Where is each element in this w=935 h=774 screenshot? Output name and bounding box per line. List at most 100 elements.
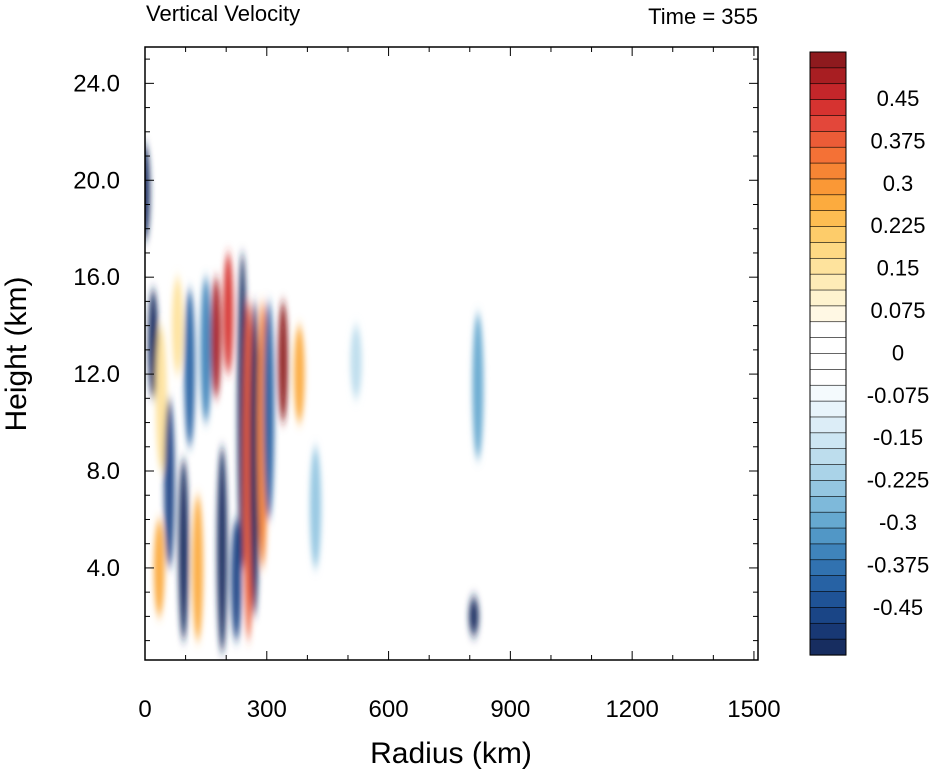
colorbar-swatch [809,511,847,529]
y-tick-label: 16.0 [73,264,120,291]
heatmap-feature [145,143,150,241]
colorbar-swatch [809,591,847,608]
y-tick-labels: 4.0 8.0 12.0 16.0 20.0 24.0 [73,70,120,582]
colorbar-swatch [809,369,847,386]
y-tick-label: 20.0 [73,167,120,194]
colorbar-label: 0.225 [870,213,925,238]
colorbar-label: 0.375 [870,128,925,153]
colorbar-swatch [809,305,847,323]
colorbar-swatch [809,146,847,164]
colorbar-swatch [809,496,847,513]
axis-ticks [144,47,758,660]
heatmap-feature [496,349,509,447]
heatmap-feature [249,301,260,617]
heatmap-feature [164,398,175,568]
time-label: Time = 355 [648,4,758,29]
heatmap-feature [293,325,305,423]
colorbar-swatch [809,337,847,355]
colorbar-swatch [809,464,847,482]
y-tick-label: 24.0 [73,70,120,97]
heatmap-feature [184,289,196,447]
heatmap-feature [192,495,204,641]
colorbar-swatch [809,416,847,434]
colorbar-swatch [809,99,847,117]
colorbar-label: -0.45 [873,595,923,620]
x-tick-label: 600 [369,696,409,723]
colorbar-swatch [809,226,847,244]
colorbar-swatch [809,162,847,180]
x-axis-label: Radius (km) [370,737,532,770]
heatmap-feature [350,325,362,399]
heatmap-feature [223,252,234,375]
heatmap-feature [200,277,212,423]
colorbar-swatch [809,607,847,624]
colorbar [809,51,847,656]
x-tick-label: 0 [138,696,151,723]
heatmap-feature [217,446,228,653]
colorbar-swatch [809,400,847,418]
colorbar-label: 0.45 [877,86,920,111]
colorbar-swatch [809,242,847,259]
colorbar-label: 0.3 [883,171,914,196]
x-tick-label: 1500 [727,696,780,723]
colorbar-swatch [809,432,847,450]
colorbar-swatch [809,51,847,69]
plot-frame [144,46,759,661]
colorbar-swatch [809,353,847,370]
colorbar-label: 0.15 [877,256,920,281]
colorbar-frame [809,51,847,656]
colorbar-swatch [809,257,847,275]
colorbar-swatch [809,622,847,640]
colorbar-label: 0 [892,340,904,365]
heatmap-feature [231,519,242,641]
heatmap-feature [263,301,275,520]
heatmap-feature [431,325,444,423]
heatmap-feature [153,519,165,617]
y-axis-label: Height (km) [0,276,33,431]
x-tick-labels: 0 300 600 900 1200 1500 [138,696,780,723]
colorbar-label: -0.15 [873,425,923,450]
colorbar-swatch [809,448,847,466]
heatmap-feature [472,313,484,459]
colorbar-swatch [809,559,847,577]
colorbar-swatch [809,527,847,545]
colorbar-label: 0.075 [870,298,925,323]
colorbar-swatch [809,67,847,85]
colorbar-swatch [809,210,847,228]
colorbar-label: -0.3 [879,510,917,535]
colorbar-swatch [809,273,847,291]
colorbar-swatch [809,480,847,497]
heatmap-feature [211,277,222,399]
colorbar-swatch [809,321,847,339]
colorbar-swatch [809,194,847,212]
heatmap-feature [278,301,288,423]
x-tick-label: 1200 [605,696,658,723]
heatmap-field [145,143,509,653]
x-tick-label: 300 [247,696,287,723]
x-tick-label: 900 [490,696,530,723]
y-tick-label: 12.0 [73,361,120,388]
colorbar-swatch [809,83,847,101]
colorbar-label: -0.075 [867,383,929,408]
y-tick-label: 4.0 [87,555,120,582]
heatmap-feature [148,289,159,399]
colorbar-swatch [809,131,847,148]
colorbar-swatch [809,638,847,656]
y-tick-label: 8.0 [87,458,120,485]
colorbar-labels: 0.45 0.375 0.3 0.225 0.15 0.075 0 -0.075 -0.15 -0… [867,86,929,620]
colorbar-swatch [809,178,847,196]
colorbar-swatch [809,115,847,132]
heatmap-feature [309,446,322,568]
colorbar-swatch [809,575,847,593]
heatmap-feature [171,277,184,375]
colorbar-swatch [809,384,847,402]
heatmap-feature [468,597,479,636]
colorbar-swatch [809,289,847,307]
colorbar-label: -0.225 [867,468,929,493]
heatmap-feature [155,325,167,472]
heatmap-feature [178,458,189,641]
colorbar-swatch [809,543,847,561]
chart-title: Vertical Velocity [146,1,300,26]
colorbar-label: -0.375 [867,552,929,577]
